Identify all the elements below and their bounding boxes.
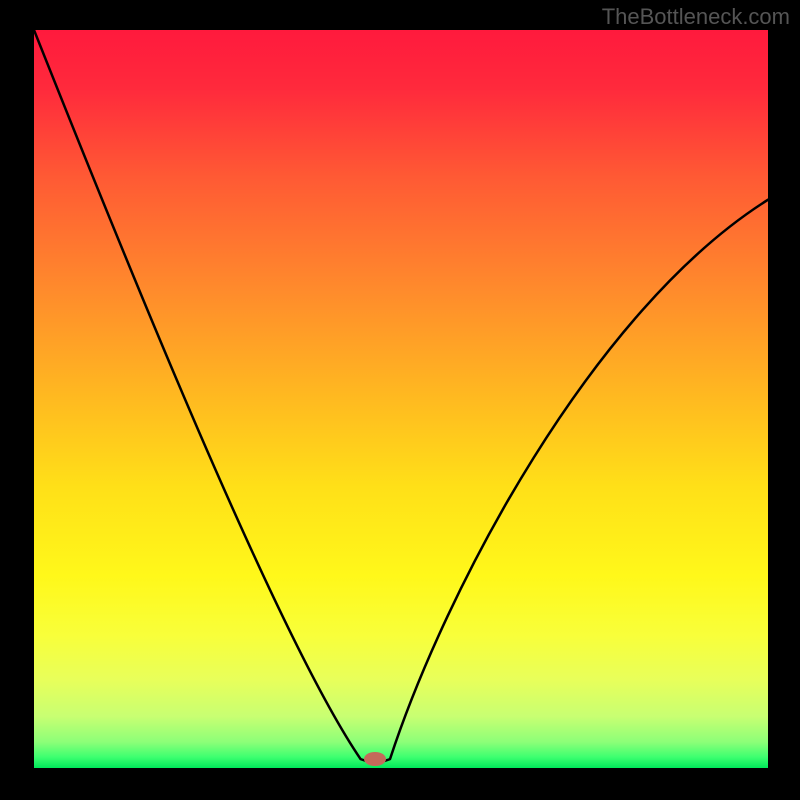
bottleneck-curve xyxy=(34,30,768,768)
chart-container: TheBottleneck.com xyxy=(0,0,800,800)
minimum-marker xyxy=(364,752,386,766)
plot-area xyxy=(34,30,768,768)
watermark-text: TheBottleneck.com xyxy=(602,4,790,30)
